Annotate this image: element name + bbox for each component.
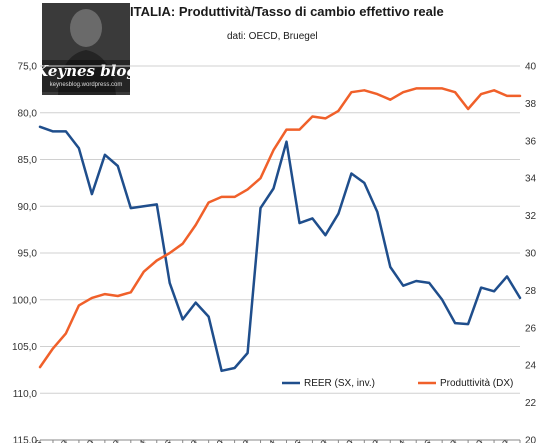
series-line-reer <box>38 125 522 373</box>
legend-label-produttivita: Produttività (DX) <box>440 378 513 389</box>
series-line-produttivita <box>38 87 522 369</box>
x-tick-label: 1992 <box>229 438 253 443</box>
logo-overlay <box>42 60 130 92</box>
legend-label-reer: REER (SX, inv.) <box>304 378 375 389</box>
logo-title: Keynes blog <box>34 62 137 80</box>
x-axis-ticks: 1976197819801982198419861988199019921994… <box>22 438 521 443</box>
left-tick-label: 80,0 <box>18 108 38 119</box>
right-tick-label: 26 <box>525 323 537 334</box>
right-tick-label: 38 <box>525 99 537 110</box>
x-tick-label: 1984 <box>125 438 149 443</box>
left-tick-label: 115,0 <box>13 436 38 443</box>
x-tick-label: 2012 <box>489 438 513 443</box>
x-tick-label: 2000 <box>333 438 357 443</box>
left-tick-label: 75,0 <box>18 62 38 73</box>
right-tick-label: 22 <box>525 398 537 409</box>
right-tick-label: 40 <box>525 62 537 73</box>
left-tick-label: 100,0 <box>12 295 37 306</box>
left-tick-label: 85,0 <box>18 155 38 166</box>
x-tick-label: 1994 <box>255 438 279 443</box>
x-tick-label: 1982 <box>99 438 123 443</box>
left-tick-label: 95,0 <box>18 249 38 260</box>
right-tick-label: 30 <box>525 249 537 260</box>
series-group <box>38 87 522 373</box>
x-tick-label: 1996 <box>281 438 305 443</box>
logo-portrait-body <box>58 50 116 95</box>
x-tick-label: 1980 <box>74 438 98 443</box>
right-axis-ticks: 20 22 24 26 28 30 32 34 36 38 40 <box>525 62 537 443</box>
x-tick-label: 2004 <box>385 438 409 443</box>
right-tick-label: 32 <box>525 211 537 222</box>
right-tick-label: 20 <box>525 436 537 443</box>
x-tick-label: 2008 <box>437 438 461 443</box>
logo-portrait-face <box>70 9 102 47</box>
left-tick-label: 110,0 <box>13 389 38 400</box>
x-tick-label: 1986 <box>151 438 175 443</box>
right-tick-label: 24 <box>525 361 537 372</box>
left-tick-label: 105,0 <box>12 342 37 353</box>
chart-title: ITALIA: Produttività/Tasso di cambio eff… <box>130 4 444 19</box>
legend: REER (SX, inv.) Produttività (DX) <box>282 378 513 389</box>
right-tick-label: 34 <box>525 174 537 185</box>
x-tick-label: 2010 <box>463 438 487 443</box>
x-tick-label: 1978 <box>48 438 72 443</box>
x-tick-label: 1988 <box>177 438 201 443</box>
x-tick-label: 2002 <box>359 438 383 443</box>
left-tick-label: 90,0 <box>18 202 38 213</box>
x-tick-label: 1998 <box>307 438 331 443</box>
right-tick-label: 28 <box>525 286 537 297</box>
logo-subtitle: keynesblog.wordpress.com <box>50 82 123 88</box>
x-tick-label: 1990 <box>203 438 227 443</box>
right-tick-label: 36 <box>525 136 537 147</box>
left-axis-ticks: 75,0 80,0 85,0 90,0 95,0 100,0 105,0 110,0 115,0 <box>12 62 37 443</box>
x-tick-label: 2006 <box>411 438 435 443</box>
keynes-blog-logo: Keynes blog keynesblog.wordpress.com <box>34 3 137 95</box>
chart-subtitle: dati: OECD, Bruegel <box>227 31 318 42</box>
